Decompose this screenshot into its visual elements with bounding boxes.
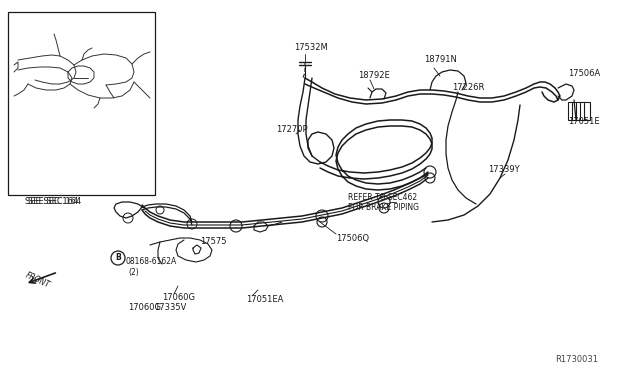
Text: 18791N: 18791N	[424, 55, 457, 64]
Text: FOR BRAKE PIPING: FOR BRAKE PIPING	[348, 203, 419, 212]
Text: 17506Q: 17506Q	[336, 234, 369, 243]
Text: 17506A: 17506A	[568, 70, 600, 78]
Text: 17532M: 17532M	[294, 44, 328, 52]
Bar	[568, 102, 590, 120]
Text: 08168-6162A: 08168-6162A	[126, 257, 177, 266]
Text: SEE SEC.164: SEE SEC.164	[25, 198, 78, 206]
Text: 17226R: 17226R	[452, 83, 484, 93]
Bar	[8, 12, 155, 195]
Text: 17335V: 17335V	[154, 304, 186, 312]
Text: FRONT: FRONT	[24, 270, 52, 289]
Text: REFER TO SEC462: REFER TO SEC462	[348, 193, 417, 202]
Text: 17575: 17575	[200, 237, 227, 247]
Text: R1730031: R1730031	[555, 356, 598, 365]
Text: 17051EA: 17051EA	[246, 295, 284, 305]
Text: 17060G: 17060G	[128, 304, 161, 312]
Text: B: B	[115, 253, 121, 263]
Text: 17060G: 17060G	[162, 294, 195, 302]
Text: (2): (2)	[128, 267, 139, 276]
Text: 17270P: 17270P	[276, 125, 308, 135]
Text: 18792E: 18792E	[358, 71, 390, 80]
Text: 17051E: 17051E	[568, 118, 600, 126]
Text: SEE SEC.164: SEE SEC.164	[28, 198, 81, 206]
Text: 17339Y: 17339Y	[488, 166, 520, 174]
